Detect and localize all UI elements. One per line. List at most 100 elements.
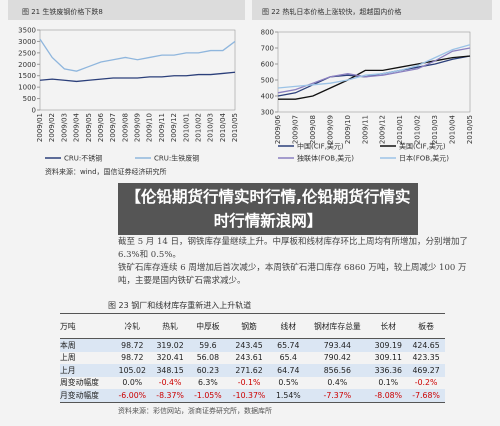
x-tick-label: 2010/03: [207, 113, 215, 142]
x-tick-label: 2010/01: [396, 115, 404, 144]
table-cell: 348.15: [151, 364, 189, 377]
x-tick-label: 2009/08: [309, 115, 317, 144]
x-tick-label: 2009/09: [326, 115, 334, 144]
x-tick-label: 2010/02: [414, 115, 422, 144]
y-tick-label: 600: [261, 61, 274, 69]
table-cell: -1.05%: [188, 389, 227, 403]
x-tick-label: 2009/01: [36, 113, 44, 142]
series-line: [277, 44, 471, 89]
table-row: 万吨 冷轧 热轧 中厚板 钢筋 线材 钢材库存总量 长材 板卷: [60, 313, 445, 339]
table-source: 资料来源：彩信网站，浙商证券研究所，数据库所: [118, 407, 272, 415]
x-tick-label: 2009/12: [379, 115, 387, 144]
chart-title: 图 21 生铁废钢价格下跌8: [22, 7, 103, 16]
legend-label: CRU:不锈钢: [64, 154, 102, 163]
table-cell: -8.37%: [151, 389, 189, 403]
legend-label: 独联体(FOB,美元): [297, 154, 354, 163]
x-tick-label: 2009/06: [274, 114, 282, 144]
x-tick-label: 2009/11: [361, 115, 369, 144]
table-cell: 万吨: [60, 313, 114, 339]
series-line: [277, 55, 471, 97]
table-cell: 长材: [369, 313, 408, 339]
table-cell: 271.62: [226, 364, 272, 377]
table-cell: 月变动幅度: [60, 389, 114, 403]
table-cell: 本周: [60, 338, 114, 352]
x-tick-label: 2010/05: [231, 113, 239, 142]
table-cell: 65.4: [279, 353, 298, 363]
chart-header: [252, 0, 492, 20]
table-cell: 冷轧: [113, 313, 152, 339]
y-tick-label: 2000: [18, 61, 36, 69]
table-cell: 320.41: [156, 353, 184, 363]
x-tick-label: 2009/12: [170, 113, 178, 142]
table-cell: 65.74: [271, 338, 306, 352]
paragraph: 铁矿石库存连续 6 周增加后首次减少，本周铁矿石港口库存 6860 万吨，较上周…: [118, 263, 467, 286]
table-cell: 98.72: [113, 338, 152, 352]
table-row: 月变动幅度 -6.00% -8.37% -1.05% -10.37% 1.54% -7.37…: [60, 389, 445, 403]
table-cell: -0.1%: [237, 378, 261, 388]
y-tick-label: 300: [261, 109, 274, 117]
table-cell: 钢材库存总量: [305, 313, 370, 339]
x-tick-label: 2009/07: [291, 115, 299, 144]
x-tick-label: 2010/05: [466, 115, 474, 144]
table-cell: 中厚板: [188, 313, 227, 339]
table-cell: 钢筋: [226, 313, 272, 339]
table-cell: 59.6: [188, 338, 227, 352]
table-cell: -10.37%: [226, 389, 272, 403]
table-cell: 热轧: [151, 313, 189, 339]
x-tick-label: 2009/03: [60, 113, 68, 142]
table-cell: 790.42: [323, 353, 351, 363]
legend-label: CRU:生铁废钢: [154, 154, 199, 163]
table-cell: 6.3%: [197, 378, 218, 388]
table: 万吨 冷轧 热轧 中厚板 钢筋 线材 钢材库存总量 长材 板卷 本周 98.72 319.02 59.6…: [60, 313, 445, 403]
series-line: [277, 47, 471, 94]
charts: 图 21 生铁废钢价格下跌8 0 500 1000 1500 2000 2500 3000 35…: [18, 7, 474, 176]
plot-frame: [277, 31, 471, 113]
table-cell: 0.0%: [122, 378, 143, 388]
banner: 【伦铅期货行情实时行情,伦铅期货行情实时行情新浪网】: [118, 183, 418, 235]
table-cell: 0.1%: [378, 378, 399, 388]
table-cell: 309.11: [374, 353, 402, 363]
legend-label: 日本(FOB,美元): [399, 154, 449, 163]
y-tick-label: 2500: [18, 49, 36, 57]
table-cell: -7.37%: [305, 389, 370, 403]
table-cell: 64.74: [271, 364, 306, 377]
y-tick-label: 0: [32, 107, 36, 115]
x-tick-label: 2010/04: [449, 114, 457, 144]
table-cell: 793.44: [305, 338, 370, 352]
x-tick-label: 2010/04: [219, 112, 227, 142]
series-line: [39, 71, 236, 83]
table-cell: -8.08%: [369, 389, 408, 403]
y-tick-label: 1000: [18, 84, 36, 92]
x-tick-label: 2010/02: [194, 113, 202, 142]
series-line: [39, 38, 236, 72]
table-row: 周变动幅度 0.0% -0.4% 6.3% -0.1% 0.5% 0.4% 0.1% -0.2%: [60, 377, 445, 390]
table-row: 上周 98.72 320.41 56.08 243.61 65.4 790.42 309.11…: [60, 352, 445, 365]
table-cell: -6.00%: [113, 389, 152, 403]
x-tick-label: 2009/07: [109, 113, 117, 142]
x-tick-label: 2010/01: [182, 113, 190, 142]
table-cell: 309.19: [369, 338, 408, 352]
table-cell: 60.23: [188, 364, 227, 377]
table-cell: -0.2%: [414, 378, 438, 388]
chart-header: [8, 0, 245, 20]
x-tick-label: 2009/04: [73, 112, 81, 142]
chart-title: 图 22 热轧日本价格上涨较快，超越国内价格: [262, 7, 401, 16]
table-row: 本周 98.72 319.02 59.6 243.45 65.74 793.44 309.19…: [60, 338, 445, 352]
y-tick-label: 500: [23, 95, 36, 103]
table-cell: 上周: [60, 353, 76, 363]
series-line: [278, 55, 471, 100]
table-cell: 板卷: [407, 313, 445, 339]
x-tick-label: 2009/05: [85, 113, 93, 142]
y-tick-label: 3500: [18, 27, 36, 35]
x-tick-label: 2009/11: [158, 113, 166, 142]
table-cell: 469.27: [407, 364, 445, 377]
table-cell: 243.61: [235, 353, 263, 363]
table-cell: 424.65: [407, 338, 445, 352]
table-cell: -7.68%: [407, 389, 445, 403]
x-tick-label: 2009/02: [48, 113, 56, 142]
x-tick-label: 2009/10: [344, 115, 352, 144]
x-tick-label: 2009/09: [134, 113, 142, 142]
table-cell: 98.72: [121, 353, 144, 363]
table-cell: 856.56: [305, 364, 370, 377]
